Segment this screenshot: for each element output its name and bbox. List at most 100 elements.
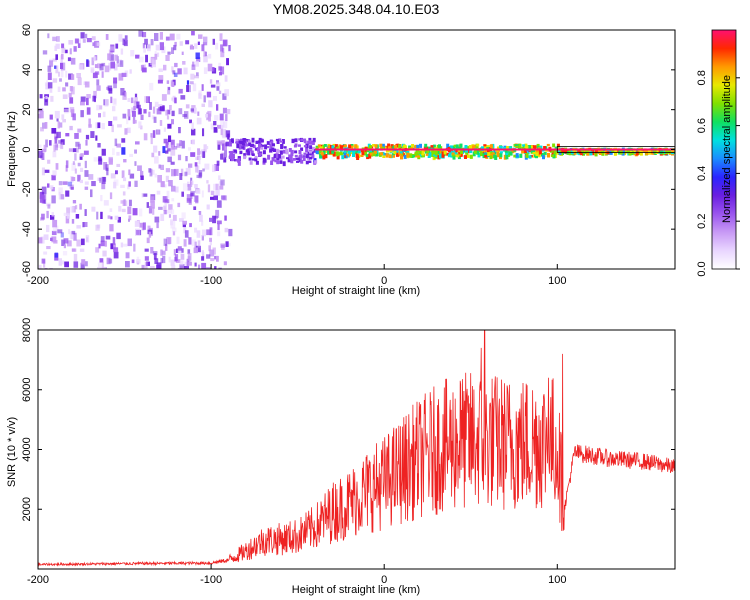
spectrogram-cell (352, 150, 356, 154)
spectrogram-cell (45, 83, 50, 90)
spectrogram-cell (60, 69, 64, 78)
spectrogram-cell (49, 140, 52, 146)
spectrogram-cell (74, 168, 77, 174)
spectrogram-cell (505, 151, 509, 156)
spectrogram-cell (260, 139, 264, 143)
spectrogram-cell (171, 66, 174, 73)
spectrogram-cell (525, 145, 529, 150)
spectrogram-cell (140, 175, 144, 180)
spectrogram-cell (121, 170, 125, 179)
spectrogram-cell (209, 240, 212, 246)
spectrogram-cell (295, 157, 299, 160)
spectrogram-cell (79, 203, 82, 210)
spectrogram-cell (158, 107, 161, 111)
spectrogram-cell (296, 157, 300, 161)
spectrogram-cell (116, 63, 120, 67)
spectrogram-x-axis-title: Height of straight line (km) (292, 285, 420, 297)
spectrogram-cell (305, 149, 309, 153)
spectrogram-cell (249, 147, 253, 152)
spectrogram-cell (322, 144, 325, 149)
spectrogram-cell (55, 43, 60, 49)
spectrogram-cell (271, 147, 275, 152)
spectrogram-cell (189, 261, 192, 266)
spectrogram-cell (464, 145, 468, 151)
spectrogram-cell (177, 202, 181, 208)
spectrogram-cell (191, 128, 196, 136)
spectrogram-cell (206, 229, 211, 236)
spectrogram-cell (80, 101, 85, 106)
spectrogram-cell (217, 231, 221, 237)
spectrogram-cell (199, 214, 203, 222)
spectrogram-cell (68, 148, 73, 152)
spectrogram-cell (97, 63, 102, 69)
spectrogram-cell (416, 146, 420, 151)
spectrogram-cell (518, 143, 522, 147)
spectrogram-cell (168, 144, 172, 151)
spectrogram-cell (208, 53, 212, 59)
spectrogram-cell (276, 160, 280, 165)
spectrogram-cell (81, 259, 86, 265)
spectrogram-cell (101, 123, 105, 130)
spectrogram-cell (77, 174, 81, 182)
spectrogram-cell (198, 172, 202, 179)
spectrogram-cell (171, 47, 174, 54)
spectrogram-cell (258, 137, 262, 141)
spectrogram-cell (153, 116, 157, 123)
spectrogram-cell (594, 151, 598, 157)
colorbar-ticks: 0.0 0.2 0.4 0.6 0.8 (696, 70, 740, 277)
spectrogram-cell (176, 236, 180, 244)
spectrogram-cell (229, 153, 233, 158)
spectrogram-cell (73, 253, 78, 262)
spectrogram-cell (170, 259, 175, 266)
spectrogram-cell (327, 149, 330, 155)
spectrogram-cell (294, 138, 298, 143)
spectrogram-cell (202, 128, 205, 137)
spectrogram-cell (144, 261, 148, 269)
spectrogram-cell (47, 159, 51, 164)
spectrogram-cell (122, 191, 126, 196)
spectrogram-cell (206, 254, 211, 259)
spectrogram-cell (182, 114, 188, 118)
spectrogram-cell (210, 123, 215, 130)
spectrogram-cell (166, 115, 170, 120)
spectrogram-cell (203, 144, 207, 153)
spectrogram-cell (152, 106, 156, 114)
spectrogram-cell (309, 145, 313, 150)
spectrogram-cell (69, 97, 74, 104)
spectrogram-cell (57, 144, 63, 148)
spectrogram-cell (250, 150, 254, 156)
spectrogram-cell (134, 149, 137, 154)
spectrogram-cell (68, 73, 73, 80)
spectrogram-cell (142, 222, 146, 230)
spectrogram-cell (184, 266, 189, 269)
spectrogram-cell (206, 267, 211, 269)
spectrogram-cell (430, 146, 434, 151)
spectrogram-cell (223, 157, 226, 163)
spectrogram-cell (453, 144, 457, 147)
spectrogram-cell (170, 219, 173, 226)
spectrogram-cell (395, 151, 399, 157)
spectrogram-cell (209, 227, 213, 236)
spectrogram-cell (149, 102, 152, 110)
spectrogram-cell (135, 141, 140, 145)
spectrogram-cell (191, 239, 196, 247)
spectrogram-cell (153, 267, 156, 269)
spectrogram-cell (72, 161, 75, 165)
spectrogram-cell (180, 253, 185, 260)
spectrogram-cell (348, 144, 352, 149)
spectrogram-cell (551, 154, 555, 157)
spectrogram-cell (72, 148, 77, 153)
spectrogram-cell (463, 150, 467, 153)
spectrogram-cell (539, 145, 543, 149)
spectrogram-cell (217, 141, 221, 150)
spectrogram-cell (527, 145, 531, 149)
spectrogram-cell (120, 242, 124, 248)
spectrogram-cell (270, 140, 274, 146)
spectrogram-cell (230, 138, 234, 143)
spectrogram-cell (423, 146, 427, 150)
spectrogram-cell (65, 70, 68, 78)
spectrogram-cell (55, 163, 59, 170)
spectrogram-cell (477, 152, 481, 158)
spectrogram-cell (92, 95, 96, 102)
spectrogram-cell (639, 150, 643, 156)
